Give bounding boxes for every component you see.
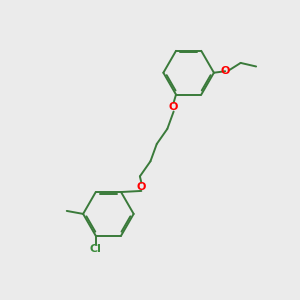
Text: O: O [169,102,178,112]
Text: O: O [137,182,146,192]
Text: O: O [220,66,230,76]
Text: Cl: Cl [90,244,102,254]
